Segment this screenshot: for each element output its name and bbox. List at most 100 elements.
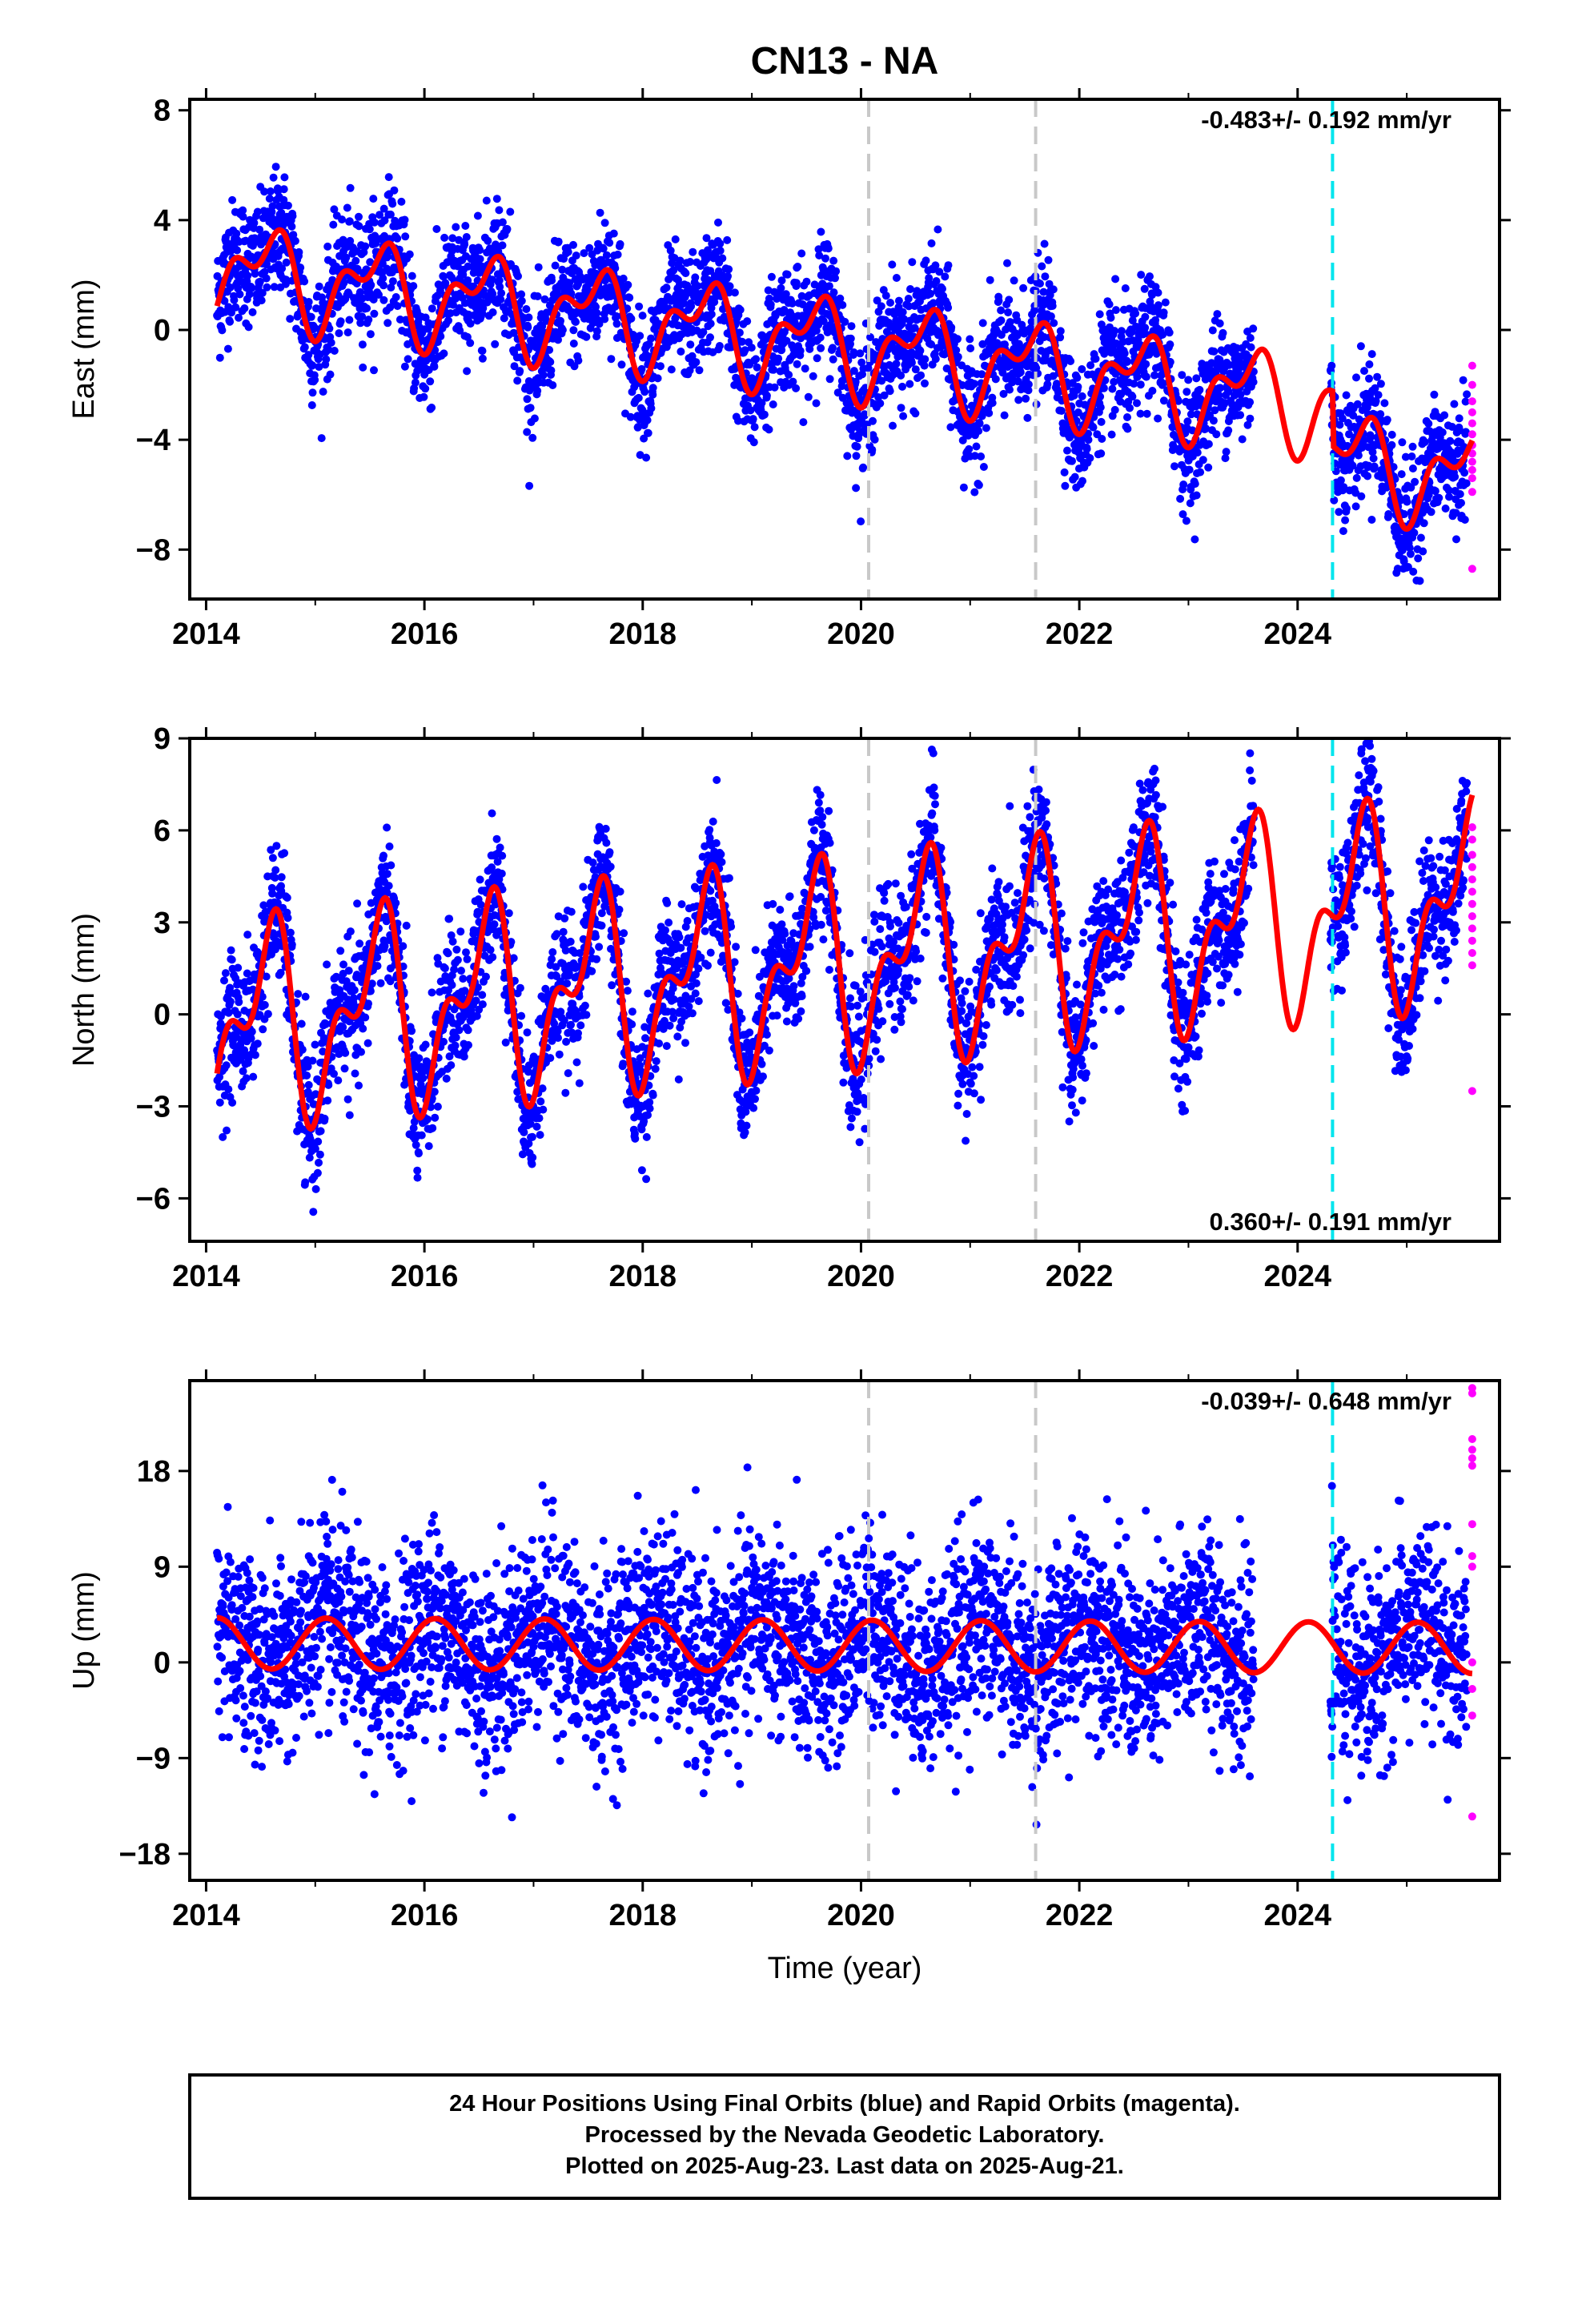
data-point — [547, 366, 556, 375]
data-point — [1376, 410, 1385, 419]
data-point — [986, 275, 994, 284]
data-point — [319, 1047, 327, 1055]
data-point — [647, 404, 656, 412]
data-point — [533, 292, 542, 300]
data-point — [897, 371, 905, 380]
data-point — [402, 921, 411, 930]
data-point — [307, 401, 316, 409]
data-point — [283, 914, 292, 923]
data-point — [716, 247, 725, 255]
data-point — [644, 428, 652, 437]
data-point — [1141, 324, 1150, 332]
data-point — [938, 284, 946, 293]
data-point — [777, 276, 786, 285]
data-point — [1107, 430, 1116, 439]
data-point — [231, 303, 240, 312]
data-point — [1166, 358, 1174, 366]
data-point — [592, 327, 601, 336]
data-point — [1341, 516, 1350, 525]
data-point — [269, 173, 278, 182]
data-point — [1210, 347, 1219, 356]
data-point — [609, 229, 618, 238]
data-point — [262, 972, 271, 981]
data-point — [1352, 473, 1361, 482]
data-point — [735, 328, 744, 337]
data-point — [880, 391, 889, 400]
data-point — [228, 195, 237, 204]
data-point — [1342, 391, 1351, 400]
data-point — [287, 940, 296, 949]
plot-frame — [188, 98, 1501, 601]
data-point — [978, 412, 986, 420]
data-point — [1039, 287, 1048, 296]
data-point — [304, 298, 313, 306]
data-point — [327, 338, 335, 347]
data-point — [1099, 384, 1108, 392]
rapid-orbit-points — [1468, 361, 1476, 573]
data-point — [1352, 373, 1360, 382]
data-point — [430, 362, 439, 371]
data-point — [1176, 494, 1185, 503]
data-point — [1406, 549, 1415, 558]
data-point — [1018, 320, 1026, 329]
data-point — [885, 387, 894, 396]
data-point — [970, 380, 978, 388]
data-point — [234, 963, 243, 972]
data-point — [270, 283, 279, 292]
data-point — [490, 920, 499, 929]
data-point — [1380, 399, 1389, 408]
data-point — [1416, 533, 1425, 542]
data-point — [1243, 420, 1252, 429]
data-point — [1459, 376, 1468, 384]
data-point — [478, 347, 487, 356]
data-point — [859, 463, 868, 472]
rapid-point — [1468, 408, 1476, 416]
data-point — [1365, 360, 1374, 368]
data-point — [1084, 436, 1093, 444]
data-point — [785, 371, 793, 379]
data-point — [624, 280, 632, 289]
data-point — [812, 399, 821, 408]
data-point — [227, 946, 235, 955]
data-point — [484, 236, 492, 245]
data-point — [227, 955, 236, 964]
data-point — [841, 317, 849, 326]
data-point — [323, 242, 332, 251]
data-point — [1068, 456, 1076, 465]
data-point — [325, 324, 334, 333]
data-point — [1019, 283, 1028, 292]
data-point — [934, 225, 942, 234]
data-point — [301, 992, 310, 1001]
data-point — [725, 282, 734, 291]
data-point — [463, 367, 472, 376]
data-point — [509, 954, 518, 963]
data-point — [1397, 470, 1406, 479]
data-point — [496, 283, 504, 292]
data-point — [931, 261, 940, 270]
data-point — [376, 979, 385, 987]
data-point — [517, 296, 526, 305]
data-point — [1014, 396, 1023, 404]
data-point — [886, 299, 894, 307]
data-point — [831, 274, 839, 283]
data-point — [1371, 396, 1380, 405]
data-point — [1166, 340, 1174, 349]
data-point — [534, 263, 543, 271]
data-point — [746, 406, 755, 415]
data-point — [367, 979, 376, 988]
data-point — [386, 977, 395, 986]
data-point — [488, 308, 497, 316]
data-point — [736, 305, 745, 314]
data-point — [1463, 390, 1472, 399]
data-point — [373, 953, 382, 962]
data-point — [361, 242, 370, 251]
data-point — [750, 423, 759, 432]
data-point — [222, 1061, 231, 1070]
data-point — [600, 315, 609, 324]
data-point — [517, 290, 526, 299]
data-point — [905, 302, 913, 311]
data-point — [810, 280, 819, 289]
data-point — [277, 208, 286, 217]
